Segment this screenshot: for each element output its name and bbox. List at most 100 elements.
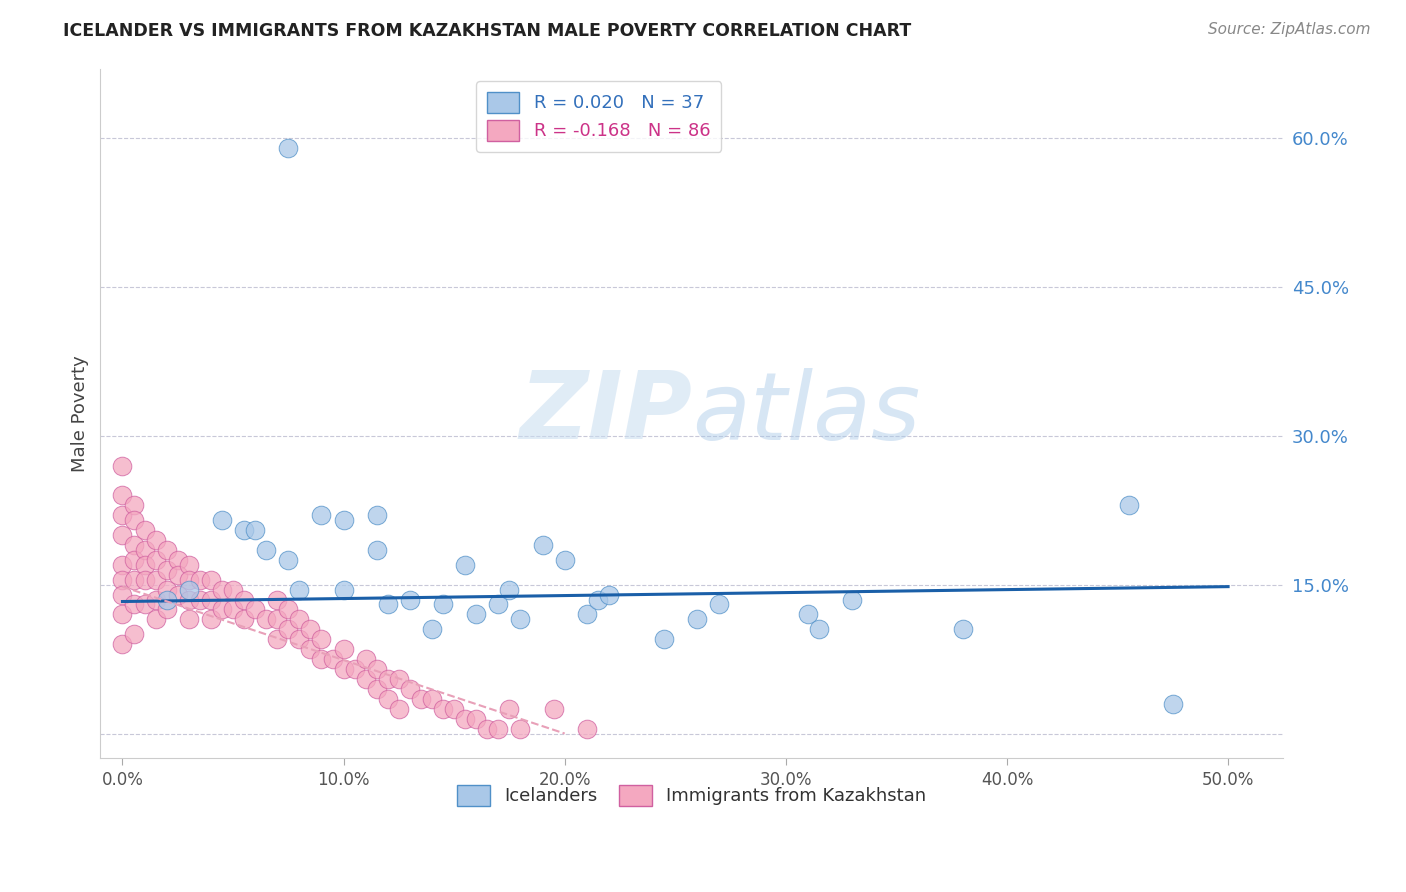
Point [498,702,520,716]
Point [343,662,366,676]
Point [145,612,167,626]
Point [388,672,411,686]
Point [377,691,399,706]
Point [354,672,377,686]
Point [575,722,598,736]
Point [332,642,354,657]
Point [432,702,454,716]
Point [686,612,709,626]
Point [288,582,311,597]
Point [156,592,179,607]
Point [409,691,432,706]
Point [543,702,565,716]
Point [188,592,211,607]
Point [366,542,388,557]
Point [420,623,443,637]
Point [134,523,156,537]
Point [498,582,520,597]
Point [277,602,299,616]
Y-axis label: Male Poverty: Male Poverty [72,355,89,472]
Point [233,592,256,607]
Point [377,598,399,612]
Point [122,573,145,587]
Point [311,632,333,647]
Point [477,722,499,736]
Point [122,627,145,641]
Point [808,623,831,637]
Point [134,573,156,587]
Point [354,652,377,666]
Point [111,573,134,587]
Point [177,592,200,607]
Point [465,712,488,726]
Point [122,553,145,567]
Point [111,588,134,602]
Point [243,602,266,616]
Point [1118,498,1140,512]
Point [709,598,731,612]
Point [211,582,233,597]
Point [509,612,531,626]
Point [156,602,179,616]
Point [266,592,288,607]
Text: atlas: atlas [692,368,920,458]
Point [366,662,388,676]
Point [420,691,443,706]
Point [598,588,620,602]
Point [509,722,531,736]
Point [332,513,354,527]
Point [288,632,311,647]
Point [266,632,288,647]
Point [388,702,411,716]
Point [166,567,188,582]
Point [322,652,344,666]
Point [166,553,188,567]
Point [243,523,266,537]
Point [134,542,156,557]
Point [111,558,134,572]
Point [111,458,134,473]
Legend: Icelanders, Immigrants from Kazakhstan: Icelanders, Immigrants from Kazakhstan [449,776,935,815]
Point [156,563,179,577]
Point [277,553,299,567]
Point [177,573,200,587]
Point [399,592,422,607]
Point [554,553,576,567]
Point [122,538,145,552]
Point [575,607,598,622]
Point [166,588,188,602]
Text: Source: ZipAtlas.com: Source: ZipAtlas.com [1208,22,1371,37]
Point [188,573,211,587]
Point [299,642,322,657]
Point [486,598,509,612]
Point [145,553,167,567]
Point [222,602,245,616]
Point [486,722,509,736]
Point [111,637,134,651]
Point [311,508,333,523]
Point [222,582,245,597]
Point [254,612,277,626]
Point [277,623,299,637]
Point [586,592,609,607]
Point [1161,697,1184,711]
Point [145,573,167,587]
Point [145,592,167,607]
Point [454,558,477,572]
Point [145,533,167,547]
Point [122,498,145,512]
Point [233,612,256,626]
Text: ICELANDER VS IMMIGRANTS FROM KAZAKHSTAN MALE POVERTY CORRELATION CHART: ICELANDER VS IMMIGRANTS FROM KAZAKHSTAN … [63,22,911,40]
Point [200,612,222,626]
Point [377,672,399,686]
Point [288,612,311,626]
Point [111,488,134,502]
Point [134,598,156,612]
Point [177,582,200,597]
Point [177,558,200,572]
Point [200,573,222,587]
Point [111,508,134,523]
Point [797,607,820,622]
Point [399,681,422,696]
Point [841,592,863,607]
